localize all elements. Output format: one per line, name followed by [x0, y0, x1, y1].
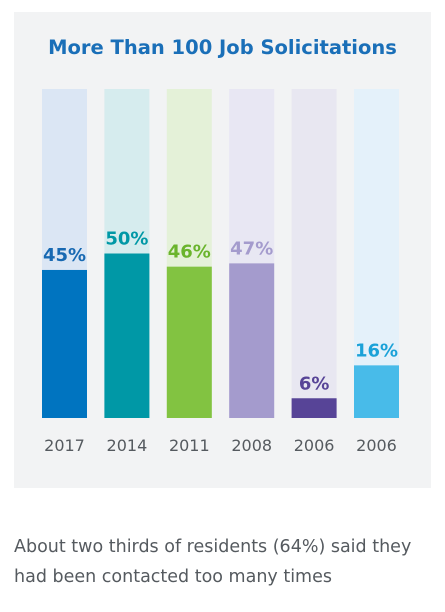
- bar-4: [291, 398, 337, 418]
- chart-title: More Than 100 Job Solicitations: [48, 36, 397, 59]
- bar-3: [229, 263, 275, 418]
- x-tick-label-4: 2006: [294, 436, 335, 455]
- bar-chart: 45% 2017 50% 2014 46% 2011 47% 2008 6% 2006 16% 200…: [42, 89, 399, 455]
- chart-caption: About two thirds of residents (64%) said…: [14, 537, 412, 587]
- bar-value-label-0: 45%: [43, 245, 86, 266]
- bar-1: [104, 253, 150, 418]
- bar-0: [42, 269, 87, 418]
- bar-5: [354, 365, 399, 418]
- x-tick-label-2: 2011: [169, 436, 210, 455]
- bar-track-4: [291, 89, 337, 418]
- bar-value-label-3: 47%: [230, 238, 273, 259]
- chart-panel: More Than 100 Job Solicitations 45% 2017 5…: [14, 12, 431, 488]
- bar-value-label-2: 46%: [168, 242, 211, 263]
- bar-value-label-1: 50%: [105, 229, 148, 250]
- bar-2: [166, 266, 212, 418]
- x-tick-label-3: 2008: [231, 436, 272, 455]
- bar-value-label-5: 16%: [355, 340, 398, 361]
- x-tick-label-1: 2014: [107, 436, 148, 455]
- x-tick-label-0: 2017: [44, 436, 85, 455]
- bar-track-5: [354, 89, 399, 418]
- x-tick-label-5: 2006: [356, 436, 397, 455]
- bar-value-label-4: 6%: [299, 373, 330, 394]
